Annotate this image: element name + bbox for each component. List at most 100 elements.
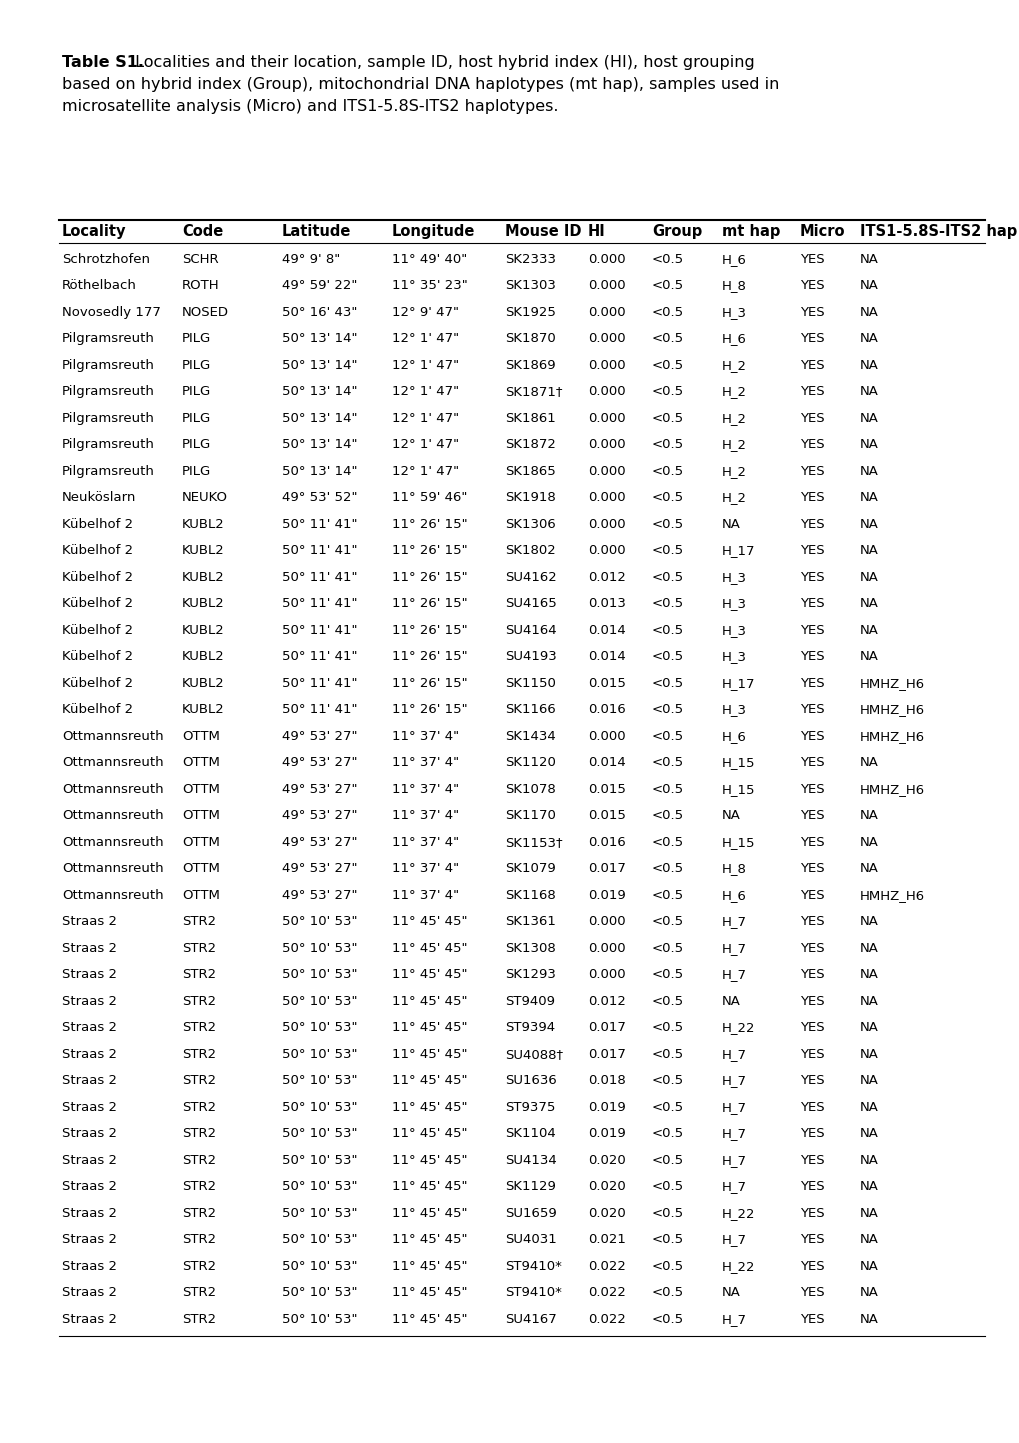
- Text: SU4088†: SU4088†: [504, 1048, 562, 1061]
- Text: 50° 10' 53": 50° 10' 53": [281, 1180, 357, 1193]
- Text: SK1170: SK1170: [504, 810, 555, 823]
- Text: YES: YES: [799, 253, 823, 266]
- Text: 0.020: 0.020: [587, 1180, 625, 1193]
- Text: H_22: H_22: [721, 1206, 755, 1219]
- Text: YES: YES: [799, 544, 823, 557]
- Text: Pilgramsreuth: Pilgramsreuth: [62, 411, 155, 424]
- Text: NA: NA: [859, 306, 878, 319]
- Text: 0.017: 0.017: [587, 863, 626, 876]
- Text: SK1869: SK1869: [504, 359, 555, 372]
- Text: 0.015: 0.015: [587, 782, 626, 795]
- Text: Kübelhof 2: Kübelhof 2: [62, 597, 133, 610]
- Text: 12° 1' 47": 12° 1' 47": [391, 439, 459, 452]
- Text: STR2: STR2: [181, 1101, 216, 1114]
- Text: Schrotzhofen: Schrotzhofen: [62, 253, 150, 266]
- Text: OTTM: OTTM: [181, 835, 220, 848]
- Text: NA: NA: [721, 1286, 740, 1299]
- Text: H_3: H_3: [721, 651, 746, 664]
- Text: 50° 16' 43": 50° 16' 43": [281, 306, 357, 319]
- Text: YES: YES: [799, 1022, 823, 1035]
- Text: 0.022: 0.022: [587, 1286, 626, 1299]
- Text: Ottmannsreuth: Ottmannsreuth: [62, 756, 163, 769]
- Text: STR2: STR2: [181, 1074, 216, 1087]
- Text: Straas 2: Straas 2: [62, 1180, 117, 1193]
- Text: NA: NA: [859, 863, 878, 876]
- Text: OTTM: OTTM: [181, 863, 220, 876]
- Text: <0.5: <0.5: [651, 889, 684, 902]
- Text: H_2: H_2: [721, 465, 746, 478]
- Text: YES: YES: [799, 810, 823, 823]
- Text: H_7: H_7: [721, 942, 746, 955]
- Text: <0.5: <0.5: [651, 1206, 684, 1219]
- Text: 0.000: 0.000: [587, 491, 625, 504]
- Text: YES: YES: [799, 491, 823, 504]
- Text: SK1104: SK1104: [504, 1127, 555, 1140]
- Text: 11° 37' 4": 11° 37' 4": [391, 835, 459, 848]
- Text: SK1308: SK1308: [504, 942, 555, 955]
- Text: 50° 10' 53": 50° 10' 53": [281, 1127, 357, 1140]
- Text: <0.5: <0.5: [651, 332, 684, 345]
- Text: Straas 2: Straas 2: [62, 1313, 117, 1326]
- Text: YES: YES: [799, 571, 823, 584]
- Text: 50° 10' 53": 50° 10' 53": [281, 1022, 357, 1035]
- Text: H_7: H_7: [721, 1234, 746, 1247]
- Text: NA: NA: [859, 994, 878, 1007]
- Text: 0.021: 0.021: [587, 1234, 626, 1247]
- Text: Straas 2: Straas 2: [62, 942, 117, 955]
- Text: H_15: H_15: [721, 782, 755, 795]
- Text: <0.5: <0.5: [651, 1048, 684, 1061]
- Text: H_22: H_22: [721, 1260, 755, 1273]
- Text: 11° 45' 45": 11° 45' 45": [391, 1048, 467, 1061]
- Text: NA: NA: [859, 385, 878, 398]
- Text: NA: NA: [859, 571, 878, 584]
- Text: 11° 45' 45": 11° 45' 45": [391, 915, 467, 928]
- Text: STR2: STR2: [181, 1313, 216, 1326]
- Text: KUBL2: KUBL2: [181, 677, 224, 690]
- Text: NA: NA: [859, 968, 878, 981]
- Text: SK1129: SK1129: [504, 1180, 555, 1193]
- Text: H_7: H_7: [721, 1313, 746, 1326]
- Text: SK1925: SK1925: [504, 306, 555, 319]
- Text: SU4162: SU4162: [504, 571, 556, 584]
- Text: H_3: H_3: [721, 703, 746, 716]
- Text: <0.5: <0.5: [651, 756, 684, 769]
- Text: Straas 2: Straas 2: [62, 1127, 117, 1140]
- Text: Locality: Locality: [62, 224, 126, 240]
- Text: 0.019: 0.019: [587, 1127, 625, 1140]
- Text: 11° 37' 4": 11° 37' 4": [391, 756, 459, 769]
- Text: 49° 53' 27": 49° 53' 27": [281, 889, 357, 902]
- Text: 11° 26' 15": 11° 26' 15": [391, 518, 467, 531]
- Text: PILG: PILG: [181, 359, 211, 372]
- Text: 0.020: 0.020: [587, 1206, 625, 1219]
- Text: SK1150: SK1150: [504, 677, 555, 690]
- Text: NA: NA: [721, 810, 740, 823]
- Text: ST9410*: ST9410*: [504, 1286, 561, 1299]
- Text: 11° 26' 15": 11° 26' 15": [391, 651, 467, 664]
- Text: NA: NA: [859, 1127, 878, 1140]
- Text: STR2: STR2: [181, 1206, 216, 1219]
- Text: NA: NA: [859, 623, 878, 636]
- Text: <0.5: <0.5: [651, 703, 684, 716]
- Text: Neuköslarn: Neuköslarn: [62, 491, 137, 504]
- Text: 50° 11' 41": 50° 11' 41": [281, 623, 357, 636]
- Text: H_3: H_3: [721, 597, 746, 610]
- Text: SK1078: SK1078: [504, 782, 555, 795]
- Text: YES: YES: [799, 677, 823, 690]
- Text: <0.5: <0.5: [651, 968, 684, 981]
- Text: <0.5: <0.5: [651, 1286, 684, 1299]
- Text: 0.016: 0.016: [587, 835, 625, 848]
- Text: NA: NA: [859, 756, 878, 769]
- Text: KUBL2: KUBL2: [181, 703, 224, 716]
- Text: 11° 45' 45": 11° 45' 45": [391, 1286, 467, 1299]
- Text: YES: YES: [799, 942, 823, 955]
- Text: KUBL2: KUBL2: [181, 597, 224, 610]
- Text: SU4165: SU4165: [504, 597, 556, 610]
- Text: 11° 45' 45": 11° 45' 45": [391, 1206, 467, 1219]
- Text: YES: YES: [799, 439, 823, 452]
- Text: Longitude: Longitude: [391, 224, 475, 240]
- Text: 12° 1' 47": 12° 1' 47": [391, 411, 459, 424]
- Text: OTTM: OTTM: [181, 810, 220, 823]
- Text: 50° 10' 53": 50° 10' 53": [281, 1074, 357, 1087]
- Text: SK1306: SK1306: [504, 518, 555, 531]
- Text: SK2333: SK2333: [504, 253, 555, 266]
